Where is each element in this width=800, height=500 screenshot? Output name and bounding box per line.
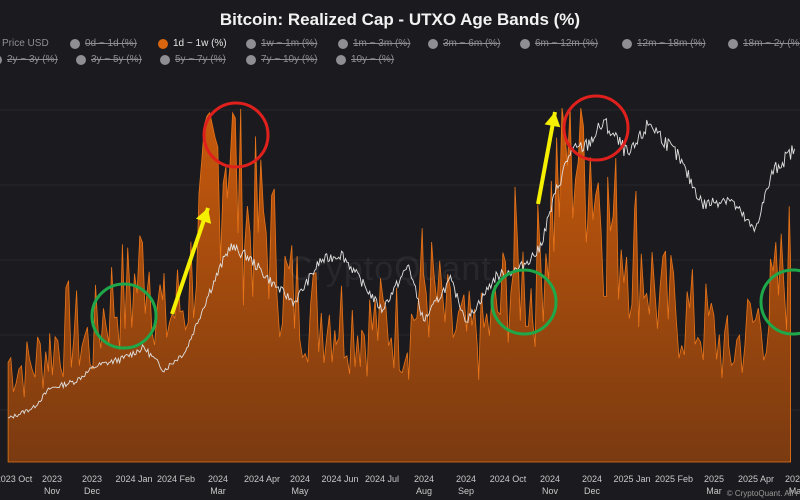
x-tick-label-month: May <box>291 486 309 496</box>
x-tick-label: 2023 Oct <box>0 474 33 484</box>
legend-item-7[interactable]: 12m ~ 18m (%) <box>622 38 706 49</box>
legend-swatch <box>246 38 256 49</box>
annotation-arrow-head <box>544 112 561 128</box>
legend-swatch <box>728 38 738 49</box>
x-tick-label-month: Mar <box>706 486 722 496</box>
x-tick-label-month: Aug <box>416 486 432 496</box>
series-price-usd <box>8 117 796 419</box>
legend-item-1[interactable]: 0d ~ 1d (%) <box>70 38 137 49</box>
x-tick-label-month: Nov <box>44 486 61 496</box>
legend-swatch <box>160 54 170 65</box>
legend-swatch <box>338 38 348 49</box>
legend-item-13[interactable]: 10y ~ (%) <box>336 54 394 65</box>
x-tick-label-month: Mar <box>210 486 226 496</box>
legend-label: 1w ~ 1m (%) <box>261 38 318 49</box>
x-axis: 2023 Oct 2023 Nov 2023 Dec 2024 Jan 2024 Feb 20… <box>0 474 800 496</box>
x-tick-label: 2024 <box>582 474 602 484</box>
legend: -Price USD 0d ~ 1d (%) 1d ~ 1w (%) 1w ~ 1m … <box>0 38 800 70</box>
legend-swatch <box>158 38 168 49</box>
legend-swatch <box>0 54 2 65</box>
x-tick-label: 2024 <box>456 474 476 484</box>
legend-label: 10y ~ (%) <box>351 54 395 65</box>
series-area-1d-1w <box>7 107 791 463</box>
legend-item-4[interactable]: 1m ~ 3m (%) <box>338 38 411 49</box>
legend-label: 3y ~ 5y (%) <box>91 54 142 65</box>
legend-item-8[interactable]: 18m ~ 2y (%) <box>728 38 800 49</box>
annotation-red-circle <box>562 94 630 162</box>
legend-item-11[interactable]: 5y ~ 7y (%) <box>160 54 226 65</box>
legend-item-6[interactable]: 6m ~ 12m (%) <box>520 38 598 49</box>
x-tick-label-month: Sep <box>458 486 474 496</box>
legend-label: 2y ~ 3y (%) <box>7 54 58 65</box>
annotation-arrow-shaft <box>536 111 557 205</box>
legend-swatch <box>428 38 438 49</box>
x-tick-label: 2024 Oct <box>490 474 527 484</box>
legend-swatch <box>520 38 530 49</box>
x-tick-label: 2024 Jun <box>321 474 358 484</box>
annotation-red-circle <box>202 101 270 169</box>
legend-item-5[interactable]: 3m ~ 6m (%) <box>428 38 501 49</box>
annotation-green-circle <box>90 282 158 350</box>
x-tick-label-month: Dec <box>584 486 601 496</box>
legend-swatch <box>336 54 346 65</box>
x-tick-label: 2024 Feb <box>157 474 195 484</box>
x-tick-label: 2023 <box>42 474 62 484</box>
legend-label: 5y ~ 7y (%) <box>175 54 226 65</box>
x-tick-label: 2025 Feb <box>655 474 693 484</box>
annotation-green-circle <box>759 268 800 336</box>
legend-item-2[interactable]: 1d ~ 1w (%) <box>158 38 227 49</box>
annotation-arrow-shaft <box>170 207 210 315</box>
x-tick-label: 2025 <box>785 474 800 484</box>
legend-label: 18m ~ 2y (%) <box>743 38 800 49</box>
legend-swatch <box>70 38 80 49</box>
legend-item-0[interactable]: -Price USD <box>0 38 49 49</box>
x-tick-label-month: Dec <box>84 486 101 496</box>
x-tick-label: 2024 <box>208 474 228 484</box>
legend-swatch <box>622 38 632 49</box>
annotation-green-circle <box>490 268 558 336</box>
legend-swatch <box>246 54 256 65</box>
x-tick-label: 2024 <box>540 474 560 484</box>
x-tick-label: 2025 Jan <box>613 474 650 484</box>
legend-label: 3m ~ 6m (%) <box>443 38 501 49</box>
x-tick-label-month: Ma <box>789 486 800 496</box>
legend-item-12[interactable]: 7y ~ 10y (%) <box>246 54 317 65</box>
x-tick-label: 2024 Jan <box>115 474 152 484</box>
x-tick-label-month: Nov <box>542 486 559 496</box>
x-tick-label: 2024 Apr <box>244 474 280 484</box>
annotations <box>90 94 800 350</box>
x-tick-label: 2023 <box>82 474 102 484</box>
legend-label: 6m ~ 12m (%) <box>535 38 599 49</box>
x-tick-label: 2025 <box>704 474 724 484</box>
chart-title: Bitcoin: Realized Cap - UTXO Age Bands (… <box>219 10 581 29</box>
annotation-arrow-head <box>195 208 212 224</box>
x-tick-label: 2024 Jul <box>365 474 399 484</box>
x-tick-label: 2024 <box>414 474 434 484</box>
x-tick-label: 2024 <box>290 474 310 484</box>
legend-label: 0d ~ 1d (%) <box>85 38 137 49</box>
legend-item-10[interactable]: 3y ~ 5y (%) <box>76 54 142 65</box>
legend-label: 12m ~ 18m (%) <box>637 38 706 49</box>
credit-text: © CryptoQuant. All r <box>726 489 798 498</box>
legend-item-9[interactable]: 2y ~ 3y (%) <box>0 54 58 65</box>
x-tick-label: 2025 Apr <box>738 474 774 484</box>
legend-label: 1m ~ 3m (%) <box>353 38 411 49</box>
legend-label: 1d ~ 1w (%) <box>173 38 227 49</box>
legend-label: 7y ~ 10y (%) <box>261 54 318 65</box>
legend-label: Price USD <box>2 38 49 49</box>
legend-swatch <box>76 54 86 65</box>
legend-item-3[interactable]: 1w ~ 1m (%) <box>246 38 317 49</box>
